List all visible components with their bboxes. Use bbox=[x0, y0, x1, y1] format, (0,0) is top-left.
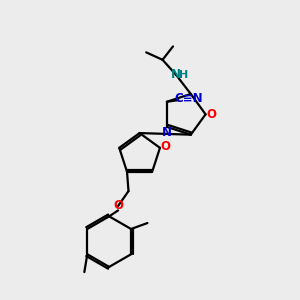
Text: C≡N: C≡N bbox=[174, 92, 203, 105]
Text: O: O bbox=[206, 108, 217, 121]
Text: O: O bbox=[113, 200, 123, 212]
Text: O: O bbox=[160, 140, 170, 153]
Text: N: N bbox=[162, 126, 172, 139]
Text: N: N bbox=[171, 68, 181, 81]
Text: H: H bbox=[179, 70, 188, 80]
